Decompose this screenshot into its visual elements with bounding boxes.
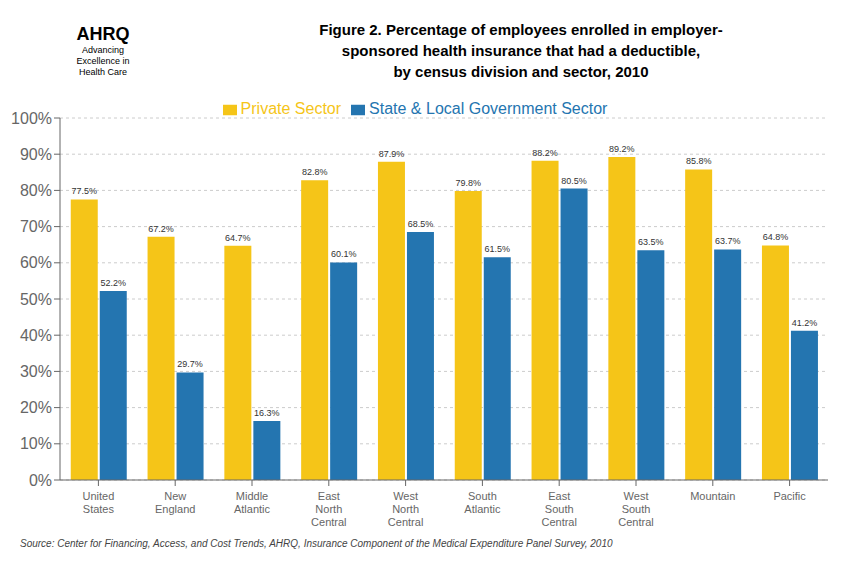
svg-text:Pacific: Pacific (773, 490, 806, 502)
svg-text:10%: 10% (20, 435, 52, 452)
svg-text:MiddleAtlantic: MiddleAtlantic (234, 490, 271, 515)
svg-text:77.5%: 77.5% (71, 186, 97, 196)
svg-text:30%: 30% (20, 363, 52, 380)
svg-text:WestSouthCentral: WestSouthCentral (618, 490, 653, 528)
html-text:Source: Center for Financing,: Source: Center for Financing, Access, an… (20, 538, 613, 549)
svg-text:NewEngland: NewEngland (155, 490, 195, 515)
svg-text:79.8%: 79.8% (455, 178, 481, 188)
svg-text:WestNorthCentral: WestNorthCentral (388, 490, 423, 528)
svg-text:0%: 0% (29, 472, 52, 489)
svg-text:UnitedStates: UnitedStates (83, 490, 115, 515)
svg-text:80%: 80% (20, 182, 52, 199)
svg-text:EastSouthCentral: EastSouthCentral (541, 490, 576, 528)
svg-text:60%: 60% (20, 254, 52, 271)
svg-text:EastNorthCentral: EastNorthCentral (311, 490, 346, 528)
svg-text:89.2%: 89.2% (609, 144, 635, 154)
svg-text:63.5%: 63.5% (638, 237, 664, 247)
svg-text:20%: 20% (20, 399, 52, 416)
html-text:Advancing Excellence in Health: Advancing Excellence in Health Care (76, 44, 130, 77)
svg-text:29.7%: 29.7% (177, 359, 203, 369)
svg-text:60.1%: 60.1% (331, 249, 357, 259)
svg-text:63.7%: 63.7% (715, 236, 741, 246)
svg-text:Mountain: Mountain (690, 490, 735, 502)
svg-text:61.5%: 61.5% (484, 244, 510, 254)
svg-text:82.8%: 82.8% (302, 167, 328, 177)
svg-text:68.5%: 68.5% (408, 219, 434, 229)
svg-text:41.2%: 41.2% (792, 318, 818, 328)
svg-text:SouthAtlantic: SouthAtlantic (464, 490, 501, 515)
svg-text:85.8%: 85.8% (686, 156, 712, 166)
html-text:AHRQ: AHRQ (76, 23, 130, 44)
svg-text:80.5%: 80.5% (561, 176, 587, 186)
svg-text:87.9%: 87.9% (379, 149, 405, 159)
html-text:Figure 2. Percentage of employ: Figure 2. Percentage of employees enroll… (319, 20, 723, 80)
svg-text:64.8%: 64.8% (763, 232, 789, 242)
svg-text:50%: 50% (20, 291, 52, 308)
svg-text:88.2%: 88.2% (532, 148, 558, 158)
html-text:Private Sector: Private Sector (240, 100, 342, 117)
svg-text:52.2%: 52.2% (100, 278, 126, 288)
svg-text:100%: 100% (11, 110, 52, 127)
svg-text:70%: 70% (20, 218, 52, 235)
svg-text:64.7%: 64.7% (225, 233, 251, 243)
svg-text:16.3%: 16.3% (254, 408, 280, 418)
svg-text:90%: 90% (20, 146, 52, 163)
svg-text:67.2%: 67.2% (148, 224, 174, 234)
html-text:State & Local Government Secto: State & Local Government Sector (369, 100, 608, 117)
svg-text:40%: 40% (20, 327, 52, 344)
